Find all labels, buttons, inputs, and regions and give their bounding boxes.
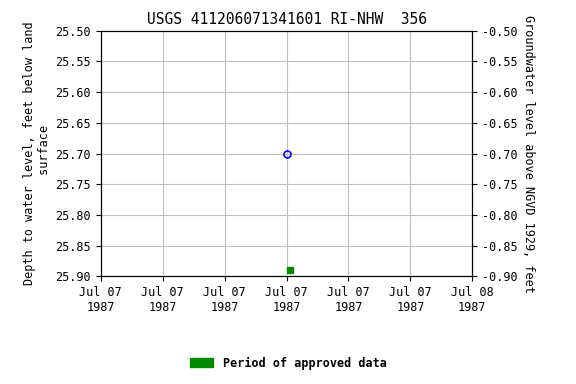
Legend: Period of approved data: Period of approved data: [185, 352, 391, 374]
Y-axis label: Depth to water level, feet below land
 surface: Depth to water level, feet below land su…: [23, 22, 51, 285]
Y-axis label: Groundwater level above NGVD 1929, feet: Groundwater level above NGVD 1929, feet: [522, 15, 535, 293]
Title: USGS 411206071341601 RI-NHW  356: USGS 411206071341601 RI-NHW 356: [146, 12, 427, 27]
